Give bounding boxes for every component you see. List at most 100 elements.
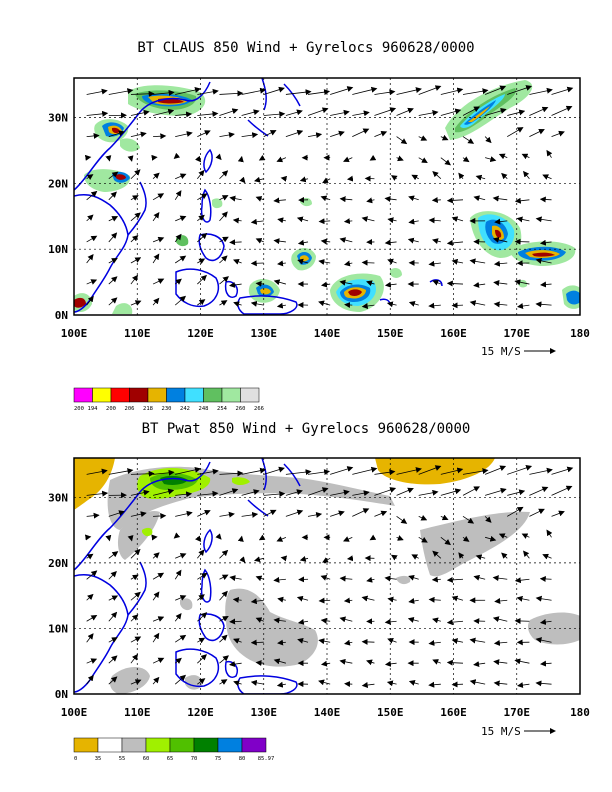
wind-arrow: [197, 193, 208, 201]
wind-arrow: [529, 486, 549, 496]
y-tick-label: 30N: [48, 112, 68, 125]
wind-arrow: [542, 174, 552, 180]
wind-arrow: [229, 281, 242, 288]
wind-arrow: [108, 216, 119, 222]
x-tick-label: 110E: [124, 706, 151, 719]
wind-arrow: [446, 280, 464, 287]
wind-arrow: [86, 658, 98, 664]
colorbar-label: 35: [95, 756, 102, 762]
wind-arrow: [219, 511, 235, 518]
colorbar-label: 60: [143, 756, 150, 762]
wind-arrow: [352, 490, 370, 497]
wind-arrow: [175, 553, 187, 559]
wind-arrow: [428, 302, 441, 309]
wind-arrow: [366, 280, 375, 287]
wind-arrow: [108, 551, 119, 559]
colorbar-label: 242: [180, 406, 190, 412]
wind-arrow: [374, 469, 396, 476]
wind-arrow: [219, 655, 229, 664]
wind-arrow: [285, 109, 303, 116]
wind-arrow: [229, 575, 242, 582]
wind-arrow: [498, 153, 508, 160]
x-tick-label: 120E: [187, 706, 214, 719]
wind-arrow: [475, 554, 486, 561]
colorbar-label: 65: [167, 756, 174, 762]
wind-arrow: [501, 172, 508, 180]
wind-arrow: [330, 86, 354, 95]
wind-arrow: [451, 258, 464, 265]
wind-arrow: [440, 467, 464, 475]
wind-arrow: [307, 89, 331, 96]
wind-arrow: [108, 257, 118, 264]
wind-arrow: [408, 195, 419, 202]
wind-arrow: [130, 235, 139, 243]
wind-arrow: [517, 682, 530, 689]
wind-arrow: [440, 108, 462, 116]
wind-arrow: [152, 297, 160, 306]
wind-arrow: [219, 616, 229, 622]
wind-arrow: [219, 300, 228, 306]
wind-arrow: [229, 239, 242, 246]
wind-arrow: [250, 218, 264, 225]
wind-arrow: [428, 640, 441, 646]
wind-arrow: [492, 616, 508, 623]
wind-arrow: [241, 132, 259, 139]
colorbar-label: 70: [191, 756, 198, 762]
vector-scale: 15 M/S: [481, 725, 556, 738]
grid-lines: [74, 458, 580, 694]
wind-arrow: [285, 469, 312, 476]
wind-arrow: [514, 577, 530, 584]
wind-arrow: [86, 553, 94, 560]
wind-arrow: [297, 239, 309, 246]
wind-arrow: [384, 239, 397, 246]
wind-arrow: [330, 466, 354, 475]
wind-arrow: [127, 534, 134, 542]
wind-arrow: [361, 259, 375, 266]
panel-pwat: 100E 110E 120E 130E 140E 150E 160E 170E 180 0N 10N…: [48, 457, 590, 762]
wind-arrow: [485, 107, 507, 116]
wind-arrow: [241, 511, 259, 518]
wind-arrow: [130, 212, 141, 222]
wind-arrow: [255, 196, 264, 202]
wind-arrow: [551, 105, 573, 116]
wind-arrow: [492, 195, 508, 202]
wind-arrow: [428, 260, 441, 267]
wind-arrow: [297, 258, 309, 265]
wind-arrow: [346, 555, 354, 562]
wind-arrow: [108, 171, 119, 180]
wind-arrow: [407, 617, 419, 623]
wind-arrow: [529, 508, 545, 517]
wind-arrow: [86, 253, 94, 264]
wind-arrow: [440, 514, 449, 521]
wind-arrow: [233, 259, 242, 265]
wind-arrow: [320, 238, 331, 245]
wind-arrow: [320, 660, 331, 667]
wind-arrow: [446, 239, 464, 246]
wind-arrow: [418, 109, 439, 116]
wind-arrow: [514, 197, 530, 204]
wind-arrow: [494, 598, 508, 604]
wind-arrow: [108, 655, 118, 664]
colorbar-swatch: [166, 387, 186, 403]
wind-arrow: [540, 281, 552, 288]
wind-arrow: [339, 575, 353, 582]
wind-arrow: [277, 217, 286, 224]
wind-arrow: [197, 612, 208, 622]
wind-arrow: [258, 534, 266, 541]
wind-arrow: [296, 216, 309, 223]
wind-arrow: [241, 489, 260, 496]
wind-arrow: [352, 128, 370, 137]
wind-arrow: [387, 596, 397, 603]
wind-arrow: [551, 130, 565, 137]
colorbar-label: 230: [162, 406, 172, 412]
wind-arrow: [344, 301, 353, 308]
wind-arrow: [462, 88, 489, 95]
wind-arrow: [462, 136, 475, 144]
wind-arrow: [152, 193, 165, 201]
wind-arrow: [250, 598, 264, 605]
wind-arrow: [174, 657, 182, 664]
wind-arrow: [273, 658, 286, 665]
wind-arrow: [523, 550, 530, 559]
axis-ticks: 100E 110E 120E 130E 140E 150E 160E 170E 180 0N 10N…: [48, 112, 590, 341]
wind-arrow: [516, 595, 530, 602]
